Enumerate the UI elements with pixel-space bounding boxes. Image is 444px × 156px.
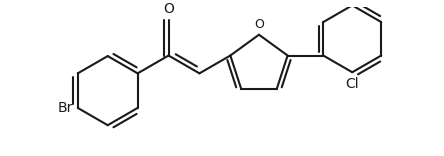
Text: Cl: Cl [345, 77, 359, 91]
Text: O: O [163, 2, 174, 17]
Text: Br: Br [58, 101, 73, 115]
Text: O: O [254, 18, 264, 31]
